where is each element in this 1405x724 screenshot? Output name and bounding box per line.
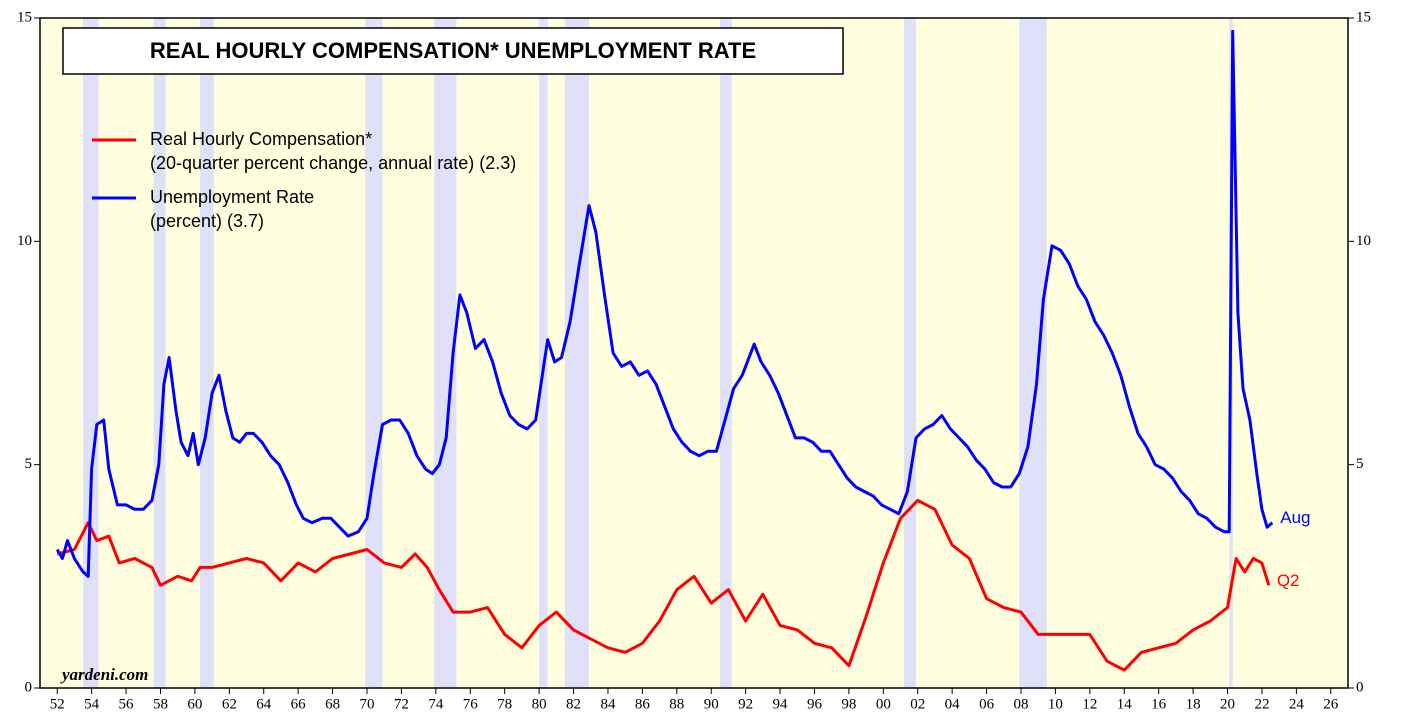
x-tick-label: 64: [256, 696, 272, 712]
y-tick-label: 15: [17, 9, 32, 25]
end-label: Aug: [1280, 508, 1310, 527]
x-tick-label: 96: [807, 696, 823, 712]
y2-tick-label: 10: [1356, 233, 1371, 249]
x-tick-label: 88: [669, 696, 684, 712]
recession-band: [153, 18, 166, 688]
legend-note: (percent) (3.7): [150, 211, 264, 231]
x-tick-label: 66: [291, 696, 307, 712]
source: yardeni.com: [60, 665, 148, 684]
x-tick-label: 08: [1014, 696, 1029, 712]
recession-band: [1019, 18, 1047, 688]
x-tick-label: 54: [84, 696, 100, 712]
legend-note: (20-quarter percent change, annual rate)…: [150, 153, 516, 173]
x-tick-label: 22: [1254, 696, 1269, 712]
x-tick-label: 52: [50, 696, 65, 712]
x-tick-label: 86: [635, 696, 651, 712]
x-tick-label: 04: [945, 696, 961, 712]
x-tick-label: 18: [1186, 696, 1201, 712]
recession-band: [83, 18, 99, 688]
recession-band: [539, 18, 548, 688]
y-tick-label: 5: [25, 456, 33, 472]
x-tick-label: 76: [463, 696, 479, 712]
x-tick-label: 82: [566, 696, 581, 712]
chart-title: REAL HOURLY COMPENSATION* UNEMPLOYMENT R…: [150, 38, 756, 63]
legend-label: Real Hourly Compensation*: [150, 129, 372, 149]
x-tick-label: 58: [153, 696, 168, 712]
end-label: Q2: [1277, 571, 1300, 590]
y2-tick-label: 5: [1356, 456, 1364, 472]
x-tick-label: 92: [738, 696, 753, 712]
y2-tick-label: 15: [1356, 9, 1371, 25]
x-tick-label: 24: [1289, 696, 1305, 712]
recession-band: [365, 18, 383, 688]
x-tick-label: 78: [497, 696, 512, 712]
x-tick-label: 84: [600, 696, 616, 712]
x-tick-label: 14: [1117, 696, 1133, 712]
x-tick-label: 12: [1082, 696, 1097, 712]
x-tick-label: 94: [773, 696, 789, 712]
y-tick-label: 0: [25, 679, 33, 695]
x-tick-label: 72: [394, 696, 409, 712]
x-tick-label: 62: [222, 696, 237, 712]
x-tick-label: 02: [910, 696, 925, 712]
x-tick-label: 98: [841, 696, 856, 712]
title-box: [62, 27, 844, 75]
y-tick-label: 10: [17, 233, 32, 249]
x-tick-label: 70: [360, 696, 375, 712]
x-tick-label: 60: [187, 696, 202, 712]
x-tick-label: 68: [325, 696, 340, 712]
series-line: [55, 29, 1274, 578]
recession-band: [200, 18, 214, 688]
x-tick-label: 00: [876, 696, 891, 712]
recession-band: [564, 18, 590, 688]
x-tick-label: 56: [119, 696, 135, 712]
x-tick-label: 06: [979, 696, 995, 712]
x-tick-label: 80: [532, 696, 547, 712]
x-tick-label: 90: [704, 696, 719, 712]
plot-frame: [39, 17, 1349, 689]
x-tick-label: 16: [1151, 696, 1167, 712]
recession-band: [719, 18, 732, 688]
x-tick-label: 10: [1048, 696, 1063, 712]
plot-background: [40, 18, 1348, 688]
x-tick-label: 74: [428, 696, 444, 712]
x-tick-label: 26: [1323, 696, 1339, 712]
recession-band: [434, 18, 457, 688]
x-tick-label: 20: [1220, 696, 1235, 712]
legend-label: Unemployment Rate: [150, 187, 314, 207]
y2-tick-label: 0: [1356, 679, 1364, 695]
series-line: [56, 498, 1271, 672]
recession-band: [903, 18, 917, 688]
